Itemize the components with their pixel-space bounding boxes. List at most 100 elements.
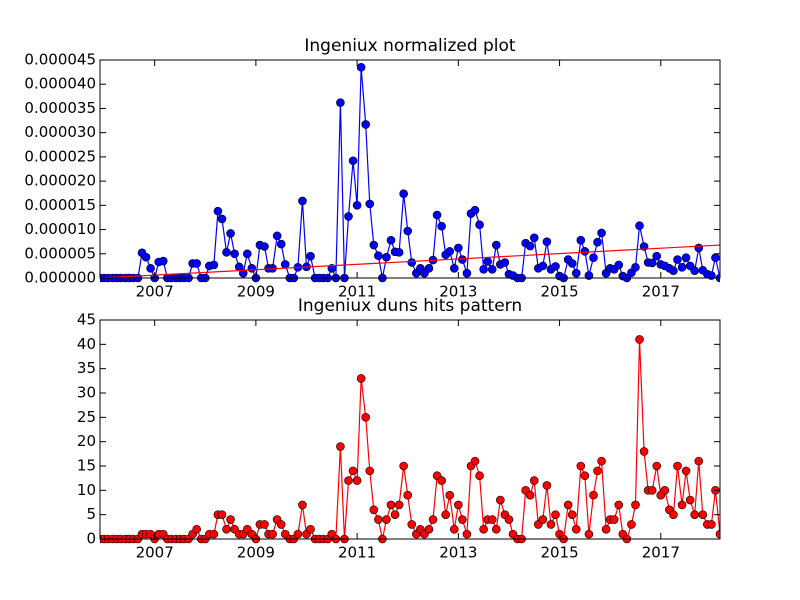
data-point: [458, 515, 467, 524]
data-point: [141, 252, 151, 262]
data-point: [694, 243, 704, 253]
data-point: [639, 447, 649, 456]
data-point: [403, 226, 413, 236]
data-point: [374, 251, 383, 261]
data-point: [635, 335, 644, 344]
data-point: [352, 201, 362, 210]
x-tick-label: 2007: [136, 544, 174, 562]
data-point: [542, 237, 552, 246]
y-tick-label: 5: [86, 505, 96, 523]
data-point: [567, 510, 577, 519]
x-tick-label: 2011: [338, 544, 376, 562]
data-point: [146, 264, 155, 273]
y-tick-label: 0.000015: [24, 196, 96, 214]
data-point: [348, 156, 358, 166]
y-tick-label: 45: [77, 311, 96, 329]
data-point: [222, 248, 231, 257]
data-point: [470, 205, 480, 215]
data-point: [226, 229, 235, 238]
data-point: [374, 515, 383, 524]
data-point: [247, 264, 257, 273]
data-point: [631, 500, 640, 510]
data-point: [260, 520, 269, 529]
data-point: [571, 524, 581, 534]
data-point: [496, 495, 505, 505]
data-point: [386, 235, 396, 245]
data-point: [192, 259, 201, 268]
x-tick-label: 2017: [642, 544, 680, 562]
data-point: [715, 529, 720, 539]
data-point: [681, 466, 691, 476]
data-point: [529, 233, 539, 243]
axes-frame: [99, 319, 721, 540]
data-point: [576, 461, 586, 471]
y-tick-label: 0: [86, 530, 96, 548]
data-point: [690, 510, 699, 519]
data-point: [369, 240, 379, 250]
data-point: [272, 231, 282, 241]
data-point: [479, 524, 488, 534]
data-point: [580, 247, 590, 256]
data-point: [614, 500, 624, 510]
data-point: [394, 500, 404, 510]
y-tick-label: 0.000005: [24, 244, 96, 262]
data-point: [647, 258, 657, 268]
data-point: [584, 529, 594, 539]
data-point: [673, 255, 682, 264]
x-tick-label: 2013: [439, 544, 477, 562]
chart-title: Ingeniux normalized plot: [304, 36, 516, 56]
data-point: [479, 264, 488, 274]
data-point: [685, 495, 695, 505]
data-point: [677, 500, 687, 510]
x-tick-label: 2009: [237, 544, 275, 562]
y-tick-label: 0.000045: [24, 51, 96, 69]
data-point: [491, 524, 501, 534]
y-tick-label: 30: [77, 384, 96, 402]
data-point: [369, 505, 379, 515]
series-line: [100, 244, 720, 279]
data-point: [192, 524, 201, 534]
data-point: [407, 520, 417, 529]
data-point: [158, 256, 168, 266]
y-tick-label: 15: [77, 457, 96, 475]
data-point: [475, 471, 484, 481]
data-point: [242, 249, 252, 259]
data-point: [652, 461, 662, 471]
data-point: [441, 510, 450, 519]
data-point: [483, 257, 492, 266]
data-point: [344, 476, 353, 485]
data-point: [470, 456, 480, 466]
data-point: [445, 247, 455, 256]
y-tick-label: 0.000020: [24, 172, 96, 190]
data-point: [454, 243, 463, 253]
x-tick-label: 2009: [237, 283, 275, 301]
data-point: [652, 251, 662, 261]
y-tick-label: 20: [77, 432, 96, 450]
data-point: [230, 249, 239, 259]
data-point: [707, 520, 716, 529]
data-point: [635, 221, 644, 230]
chart-title: Ingeniux duns hits pattern: [298, 296, 522, 316]
data-point: [542, 481, 552, 490]
data-point: [580, 471, 590, 481]
data-point: [449, 264, 459, 273]
data-point: [226, 515, 235, 524]
data-point: [365, 466, 375, 476]
y-tick-label: 35: [77, 359, 96, 377]
data-point: [356, 374, 366, 383]
data-point: [627, 520, 636, 529]
data-point: [571, 268, 581, 278]
data-point: [382, 252, 391, 262]
y-tick-label: 25: [77, 408, 96, 426]
data-point: [551, 510, 560, 519]
data-point: [390, 510, 400, 519]
data-point: [298, 500, 307, 510]
data-point: [669, 510, 678, 519]
data-point: [525, 490, 535, 500]
data-point: [209, 260, 219, 270]
y-tick-label: 10: [77, 481, 96, 499]
x-tick-label: 2013: [439, 283, 477, 301]
data-point: [217, 214, 227, 224]
data-point: [681, 253, 691, 262]
